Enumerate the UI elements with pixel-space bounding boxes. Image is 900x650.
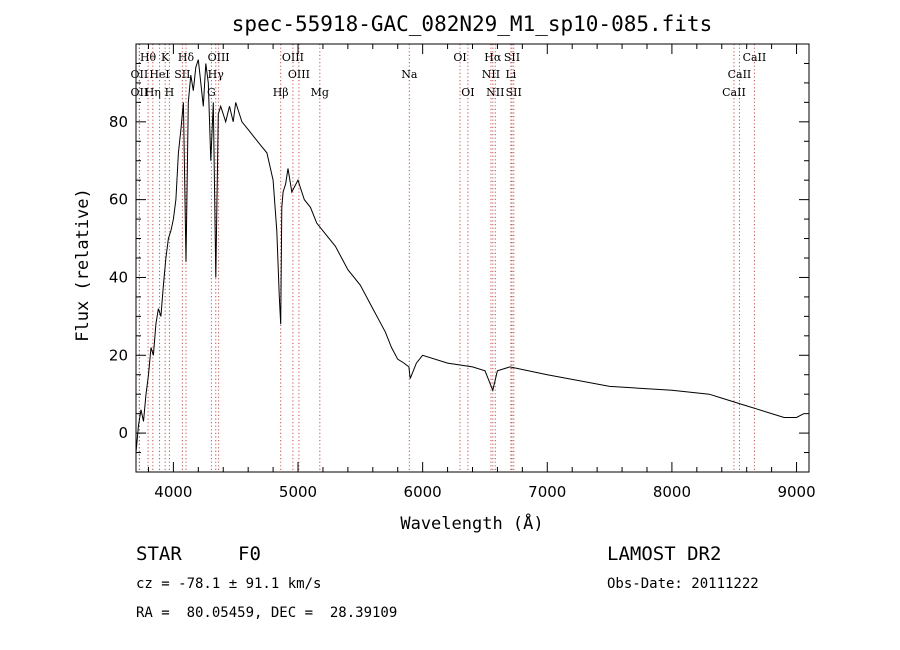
spectral-line-label: OII (131, 86, 149, 99)
spectral-line-label: NII (482, 68, 500, 81)
spectral-line-label: CaII (722, 86, 746, 99)
chart-title: spec-55918-GAC_082N29_M1_sp10-085.fits (232, 12, 712, 36)
spectral-line-markers (138, 44, 755, 472)
spectral-line-label: SII (506, 86, 522, 99)
y-tick-label: 40 (109, 268, 128, 286)
spectral-line-label: Hα (484, 51, 502, 64)
x-tick-label: 4000 (154, 483, 192, 501)
spectral-line-label: Na (401, 68, 418, 81)
spectral-line-label: Hη (145, 86, 161, 99)
plot-frame (135, 43, 810, 473)
x-tick-label: 7000 (528, 483, 566, 501)
spectral-line-label: SII (174, 68, 190, 81)
spectral-line-label: OI (461, 86, 474, 99)
spectral-line-label: K (161, 51, 170, 64)
x-tick-label: 6000 (404, 483, 442, 501)
survey-name: LAMOST DR2 (607, 543, 722, 565)
spectral-line-label: SII (504, 51, 520, 64)
spectral-line-label: OIII (282, 51, 304, 64)
y-tick-label: 0 (118, 424, 128, 442)
y-axis-label: Flux (relative) (73, 188, 93, 342)
y-tick-label: 80 (109, 113, 128, 131)
spectral-line-label: Hθ (140, 51, 157, 64)
spectral-line-label: OIII (288, 68, 310, 81)
spectral-line-label: OI (453, 51, 466, 64)
spectral-line-label: Hβ (273, 86, 289, 99)
object-class: STAR (136, 543, 182, 565)
y-tick-label: 20 (109, 346, 128, 364)
spectral-line-label: Mg (311, 86, 329, 99)
x-tick-label: 9000 (777, 483, 815, 501)
object-subclass: F0 (238, 543, 261, 565)
spectral-line-label: G (207, 86, 216, 99)
spectral-line-label: Li (505, 68, 516, 81)
spectral-line-label: NII (486, 86, 504, 99)
spectral-line-label: CaII (728, 68, 752, 81)
spectral-line-label: Hδ (178, 51, 195, 64)
x-tick-label: 5000 (279, 483, 317, 501)
redshift-info: cz = -78.1 ± 91.1 km/s (136, 576, 322, 592)
axis-ticks: 4000 5000 6000 7000 8000 9000 0 20 40 60 80 (109, 44, 816, 501)
coordinates: RA = 80.05459, DEC = 28.39109 (136, 605, 398, 621)
spectral-line-label: H (165, 86, 175, 99)
spectral-line-label: OII (131, 68, 149, 81)
spectrum-line (135, 59, 805, 453)
spectral-line-label: OIII (208, 51, 230, 64)
x-tick-label: 8000 (653, 483, 691, 501)
y-tick-label: 60 (109, 191, 128, 209)
observation-date: Obs-Date: 20111222 (607, 576, 759, 592)
x-axis-label: Wavelength (Å) (400, 512, 543, 534)
spectral-line-label: CaII (743, 51, 767, 64)
spectral-line-label: Hγ (208, 68, 225, 81)
spectral-line-label: HeI (149, 68, 169, 81)
